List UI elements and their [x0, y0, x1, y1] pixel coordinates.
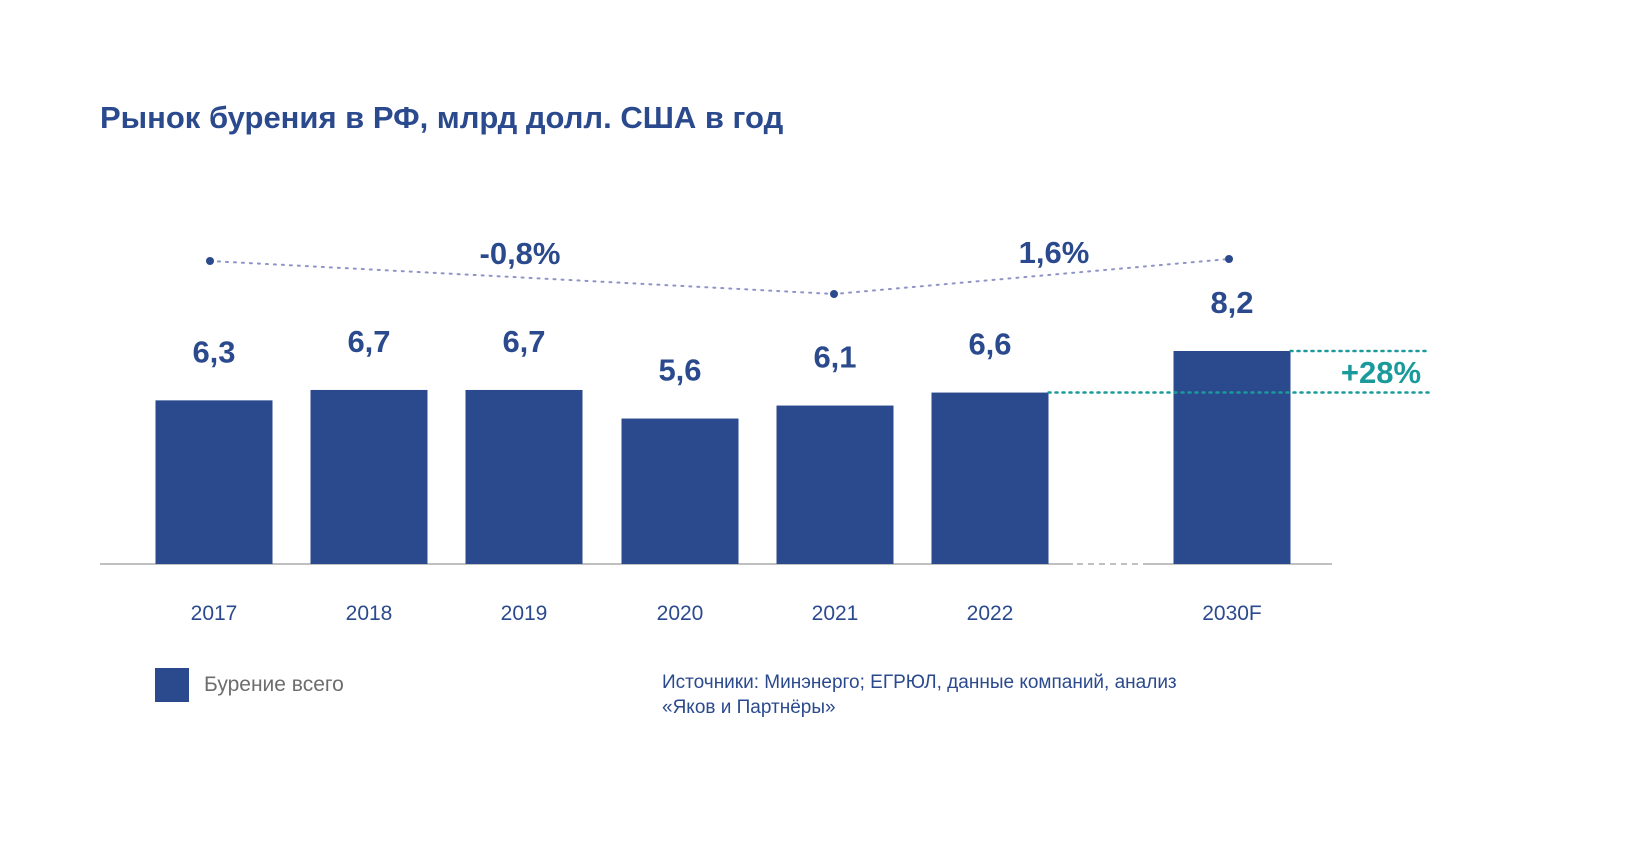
value-label-2021: 6,1: [813, 340, 856, 375]
value-label-2020: 5,6: [658, 353, 701, 388]
value-label-2022: 6,6: [968, 327, 1011, 362]
x-tick-label-2030F: 2030F: [1202, 602, 1262, 625]
x-tick-label-2017: 2017: [191, 602, 238, 625]
source-note: Источники: Минэнерго; ЕГРЮЛ, данные комп…: [662, 670, 1302, 720]
bar-2020: [621, 418, 739, 564]
value-label-2017: 6,3: [192, 334, 235, 369]
bar-2021: [776, 405, 894, 564]
cagr-label-2: 1,6%: [1019, 235, 1090, 270]
value-label-2030F: 8,2: [1210, 285, 1253, 320]
legend-swatch: [155, 668, 189, 702]
x-tick-label-2021: 2021: [812, 602, 859, 625]
source-line-1: Источники: Минэнерго; ЕГРЮЛ, данные комп…: [662, 672, 1177, 693]
cagr-point-1: [206, 257, 214, 265]
bar-2018: [310, 389, 428, 564]
bar-2017: [155, 400, 273, 564]
legend-label: Бурение всего: [204, 673, 344, 696]
growth-label: +28%: [1341, 355, 1421, 390]
chart-title: Рынок бурения в РФ, млрд долл. США в год: [100, 100, 784, 135]
value-label-2019: 6,7: [502, 324, 545, 359]
legend: Бурение всего: [155, 668, 344, 702]
x-tick-label-2022: 2022: [967, 602, 1014, 625]
cagr-point-3: [1225, 255, 1233, 263]
bar-2019: [465, 389, 583, 564]
cagr-point-2: [830, 290, 838, 298]
x-tick-label-2019: 2019: [501, 602, 548, 625]
cagr-label-1: -0,8%: [480, 236, 561, 271]
value-label-2018: 6,7: [347, 324, 390, 359]
bar-2030F: [1173, 351, 1291, 564]
x-tick-label-2020: 2020: [657, 602, 704, 625]
bar-2022: [931, 392, 1049, 564]
source-line-2: «Яков и Партнёры»: [662, 697, 836, 718]
x-tick-label-2018: 2018: [346, 602, 393, 625]
